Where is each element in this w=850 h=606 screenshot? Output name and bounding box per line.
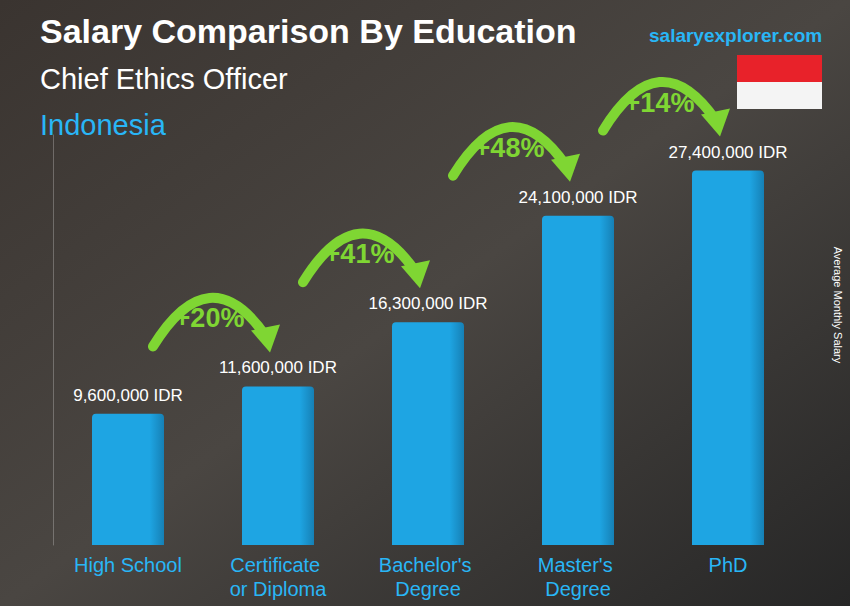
svg-text:11,600,000 IDR: 11,600,000 IDR bbox=[219, 358, 337, 377]
svg-text:High School: High School bbox=[74, 554, 182, 576]
svg-text:+48%: +48% bbox=[475, 133, 545, 163]
svg-text:or Diploma: or Diploma bbox=[230, 578, 328, 600]
svg-text:Degree: Degree bbox=[545, 578, 611, 600]
svg-text:+20%: +20% bbox=[175, 303, 245, 333]
svg-text:Salary Comparison By Education: Salary Comparison By Education bbox=[40, 12, 577, 50]
svg-text:24,100,000 IDR: 24,100,000 IDR bbox=[518, 188, 637, 207]
svg-text:16,300,000 IDR: 16,300,000 IDR bbox=[368, 294, 487, 313]
svg-text:9,600,000 IDR: 9,600,000 IDR bbox=[73, 386, 183, 405]
svg-text:Master's: Master's bbox=[538, 554, 619, 576]
svg-text:Degree: Degree bbox=[395, 578, 461, 600]
svg-text:Bachelor's: Bachelor's bbox=[379, 554, 477, 576]
svg-text:27,400,000 IDR: 27,400,000 IDR bbox=[668, 143, 787, 162]
svg-text:PhD: PhD bbox=[709, 554, 748, 576]
svg-text:Chief Ethics Officer: Chief Ethics Officer bbox=[40, 63, 288, 95]
svg-text:Average Monthly Salary: Average Monthly Salary bbox=[832, 247, 844, 364]
svg-text:+14%: +14% bbox=[625, 88, 695, 118]
svg-text:Certificate: Certificate bbox=[230, 554, 326, 576]
svg-text:Indonesia: Indonesia bbox=[40, 109, 167, 141]
svg-text:+41%: +41% bbox=[325, 239, 395, 269]
svg-text:salaryexplorer.com: salaryexplorer.com bbox=[649, 25, 822, 46]
